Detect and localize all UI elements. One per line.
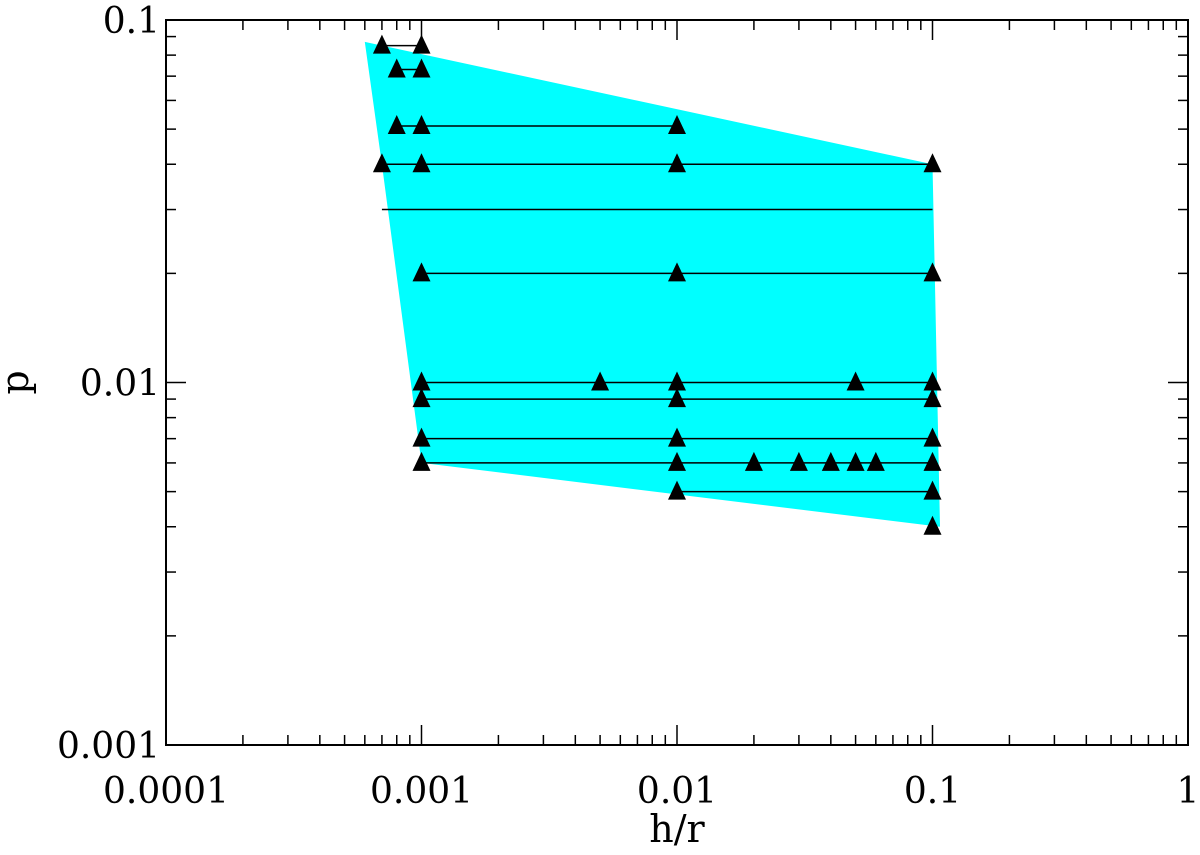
data-point — [668, 388, 686, 408]
data-point — [591, 371, 610, 391]
data-point — [387, 58, 406, 78]
x-axis-label: h/r — [649, 807, 705, 851]
data-point — [923, 388, 942, 408]
y-axis-label: p — [0, 370, 37, 394]
data-point — [668, 371, 686, 391]
data-point — [923, 515, 942, 535]
data-point — [923, 427, 942, 447]
x-tick-label: 0.0001 — [103, 771, 229, 812]
data-point — [412, 451, 431, 471]
data-point — [412, 58, 431, 78]
data-point — [668, 153, 686, 173]
data-point — [412, 427, 431, 447]
data-point — [923, 480, 942, 500]
data-point — [412, 388, 431, 408]
data-point — [668, 427, 686, 447]
data-point — [412, 262, 431, 282]
data-point — [668, 451, 686, 471]
data-point — [866, 451, 885, 471]
data-point — [412, 153, 431, 173]
x-tick-label: 1 — [1177, 771, 1200, 812]
y-tick-label: 0.01 — [80, 364, 160, 405]
data-point — [412, 371, 431, 391]
data-point — [668, 115, 686, 135]
x-tick-label: 0.001 — [370, 771, 473, 812]
x-tick-label: 0.01 — [637, 771, 717, 812]
data-point — [846, 451, 865, 471]
data-point — [923, 451, 942, 471]
data-point — [923, 262, 942, 282]
data-point — [412, 34, 431, 54]
x-tick-label: 0.1 — [904, 771, 961, 812]
shaded-region — [364, 41, 940, 527]
data-point — [387, 115, 406, 135]
data-point — [412, 115, 431, 135]
data-point — [372, 153, 391, 173]
data-point — [372, 34, 391, 54]
y-tick-label: 0.001 — [57, 726, 160, 767]
shaded-region-layer — [364, 41, 940, 527]
data-point — [668, 262, 686, 282]
data-point — [846, 371, 865, 391]
y-tick-label: 0.1 — [103, 1, 160, 42]
ticks-layer — [165, 19, 1189, 746]
data-point — [923, 153, 942, 173]
data-point — [923, 371, 942, 391]
data-point — [789, 451, 808, 471]
data-point — [668, 480, 686, 500]
data-point — [744, 451, 763, 471]
data-point — [821, 451, 840, 471]
points-layer — [372, 34, 942, 535]
